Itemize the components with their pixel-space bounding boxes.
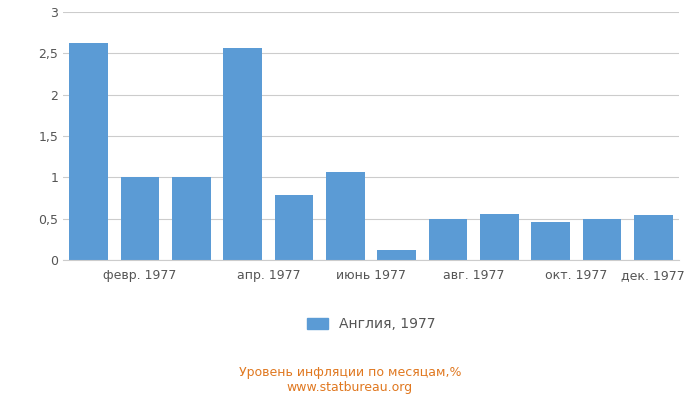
Bar <box>582 219 622 260</box>
Bar <box>223 48 262 260</box>
Bar <box>69 44 108 260</box>
Bar <box>172 177 211 260</box>
Text: Уровень инфляции по месяцам,%
www.statbureau.org: Уровень инфляции по месяцам,% www.statbu… <box>239 366 461 394</box>
Bar <box>377 250 416 260</box>
Bar <box>274 195 314 260</box>
Bar <box>428 219 468 260</box>
Bar <box>120 177 160 260</box>
Bar <box>531 222 570 260</box>
Bar <box>326 172 365 260</box>
Bar <box>634 214 673 260</box>
Legend: Англия, 1977: Англия, 1977 <box>301 312 441 337</box>
Bar <box>480 214 519 260</box>
